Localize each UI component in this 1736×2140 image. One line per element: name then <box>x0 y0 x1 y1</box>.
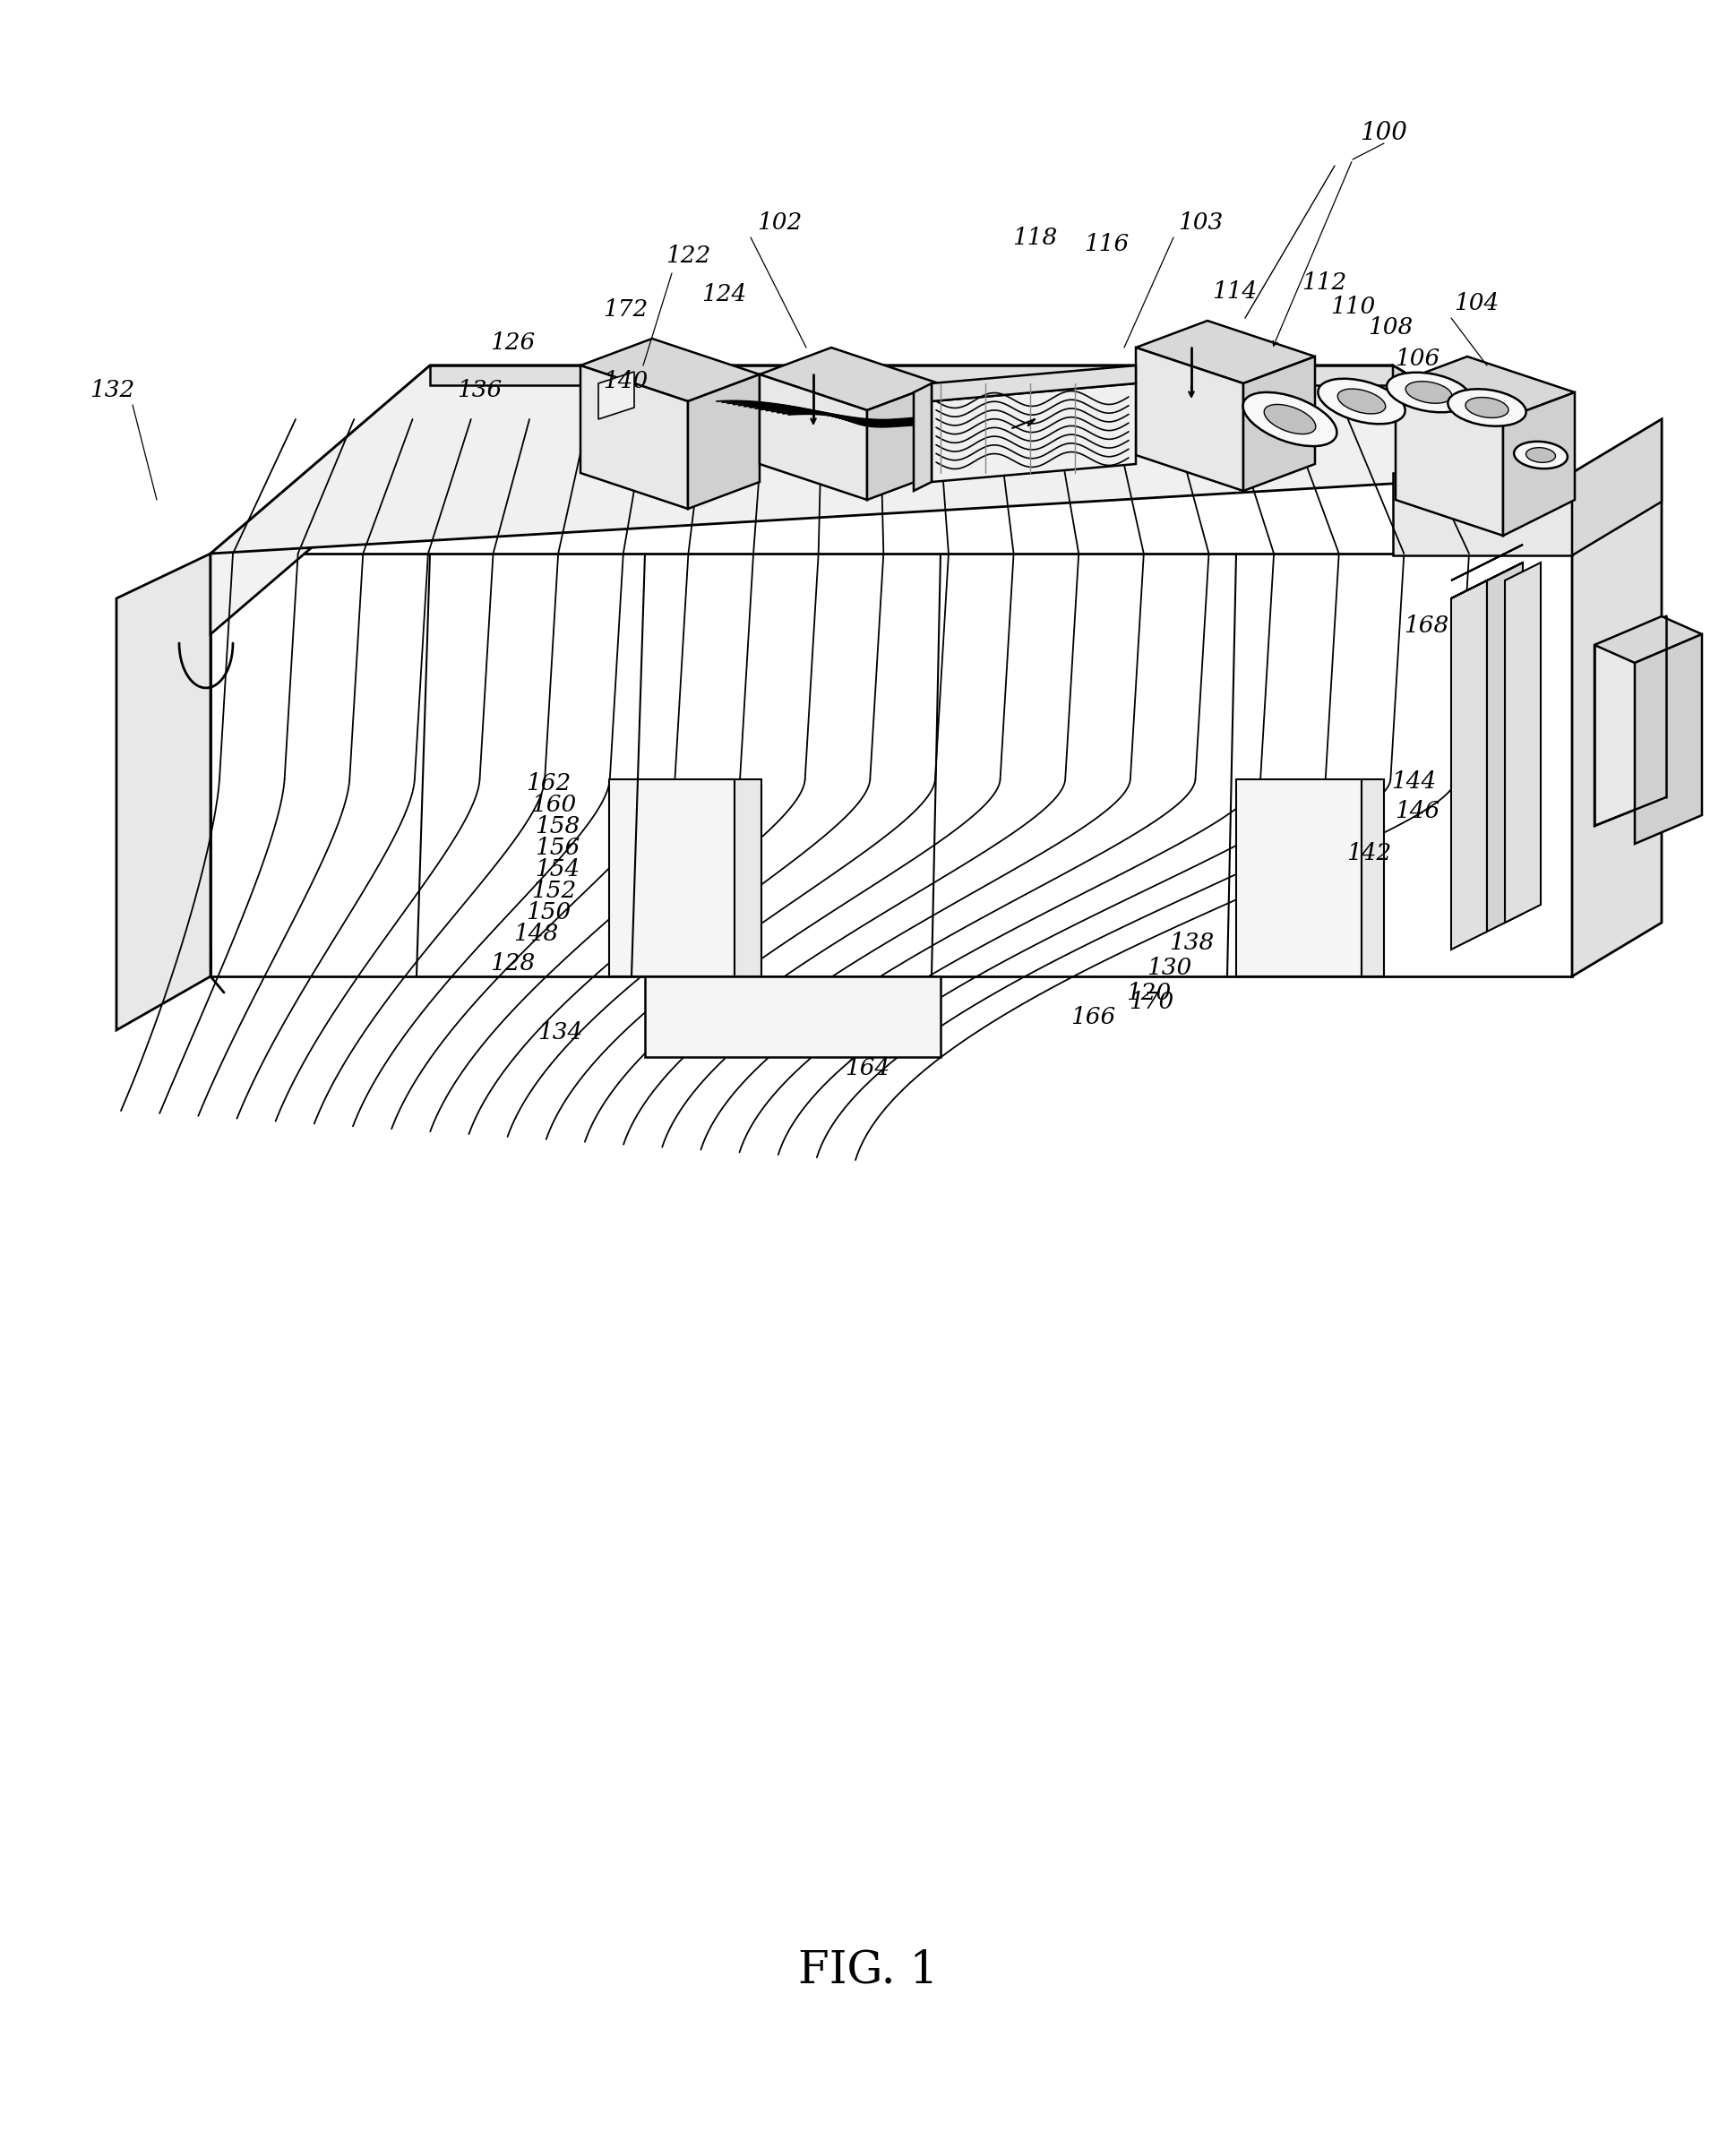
Text: 158: 158 <box>535 815 580 837</box>
Text: 126: 126 <box>490 332 535 353</box>
Polygon shape <box>646 976 941 1057</box>
Polygon shape <box>734 779 762 976</box>
Polygon shape <box>1573 419 1661 976</box>
Polygon shape <box>932 366 1135 402</box>
Text: 164: 164 <box>845 1057 889 1079</box>
Text: 110: 110 <box>1330 295 1375 317</box>
Ellipse shape <box>1514 441 1568 469</box>
Polygon shape <box>1396 357 1575 419</box>
Ellipse shape <box>1406 381 1451 402</box>
Polygon shape <box>1392 473 1573 556</box>
Text: 124: 124 <box>701 282 746 306</box>
Text: 146: 146 <box>1394 800 1439 822</box>
Text: 160: 160 <box>531 794 576 815</box>
Text: 170: 170 <box>1128 991 1174 1012</box>
Polygon shape <box>1488 563 1522 931</box>
Text: 148: 148 <box>514 922 559 944</box>
Polygon shape <box>1451 580 1488 950</box>
Polygon shape <box>580 366 687 509</box>
Ellipse shape <box>1338 389 1385 413</box>
Text: 144: 144 <box>1391 770 1436 792</box>
Ellipse shape <box>1465 398 1509 417</box>
Polygon shape <box>866 383 939 501</box>
Polygon shape <box>1135 347 1243 490</box>
Polygon shape <box>1396 383 1503 535</box>
Polygon shape <box>1594 616 1701 663</box>
Polygon shape <box>210 554 1573 976</box>
Ellipse shape <box>1264 404 1316 434</box>
Text: 112: 112 <box>1302 272 1347 293</box>
Polygon shape <box>580 338 760 402</box>
Text: 128: 128 <box>490 952 535 974</box>
Ellipse shape <box>1318 379 1404 424</box>
Text: 130: 130 <box>1146 957 1191 978</box>
Ellipse shape <box>1448 389 1526 426</box>
Polygon shape <box>932 383 1135 482</box>
Polygon shape <box>609 779 734 976</box>
Polygon shape <box>1451 563 1522 599</box>
Ellipse shape <box>1243 392 1337 445</box>
Text: 120: 120 <box>1127 982 1170 1004</box>
Text: 136: 136 <box>457 379 502 400</box>
Polygon shape <box>599 372 634 419</box>
Text: 172: 172 <box>602 297 648 321</box>
Polygon shape <box>210 366 1573 633</box>
Polygon shape <box>913 383 932 490</box>
Text: 108: 108 <box>1368 317 1413 338</box>
Text: 140: 140 <box>602 370 648 392</box>
Text: 100: 100 <box>1361 120 1408 146</box>
Polygon shape <box>1243 357 1314 490</box>
Text: 168: 168 <box>1404 614 1448 636</box>
Polygon shape <box>1392 366 1573 492</box>
Polygon shape <box>210 366 1573 554</box>
Polygon shape <box>1236 779 1361 976</box>
Text: 114: 114 <box>1212 280 1257 302</box>
Text: 150: 150 <box>526 901 571 922</box>
Polygon shape <box>1594 616 1667 826</box>
Polygon shape <box>1361 779 1384 976</box>
Text: 132: 132 <box>90 379 134 400</box>
Text: 154: 154 <box>535 858 580 880</box>
Text: 166: 166 <box>1071 1006 1115 1027</box>
Text: 103: 103 <box>1177 212 1222 233</box>
Ellipse shape <box>1526 447 1555 462</box>
Text: 152: 152 <box>531 880 576 901</box>
Text: 116: 116 <box>1083 233 1128 255</box>
Polygon shape <box>687 374 760 509</box>
Text: 106: 106 <box>1394 347 1439 370</box>
Text: 156: 156 <box>535 837 580 858</box>
Polygon shape <box>1635 633 1701 843</box>
Text: 138: 138 <box>1168 931 1213 954</box>
Text: 122: 122 <box>665 244 710 268</box>
Polygon shape <box>1505 563 1542 922</box>
Polygon shape <box>760 374 866 501</box>
Text: 142: 142 <box>1345 841 1391 865</box>
Polygon shape <box>1135 321 1314 383</box>
Polygon shape <box>1503 392 1575 535</box>
Polygon shape <box>1573 419 1661 556</box>
Text: FIG. 1: FIG. 1 <box>799 1950 937 1992</box>
Polygon shape <box>116 554 210 1029</box>
Polygon shape <box>760 347 939 411</box>
Polygon shape <box>1451 544 1522 580</box>
Text: 118: 118 <box>1012 227 1057 248</box>
Text: 162: 162 <box>526 773 571 794</box>
Polygon shape <box>431 366 1392 385</box>
Text: 102: 102 <box>757 212 802 233</box>
Ellipse shape <box>1387 372 1470 413</box>
Text: 134: 134 <box>538 1021 582 1042</box>
Text: 104: 104 <box>1453 291 1498 315</box>
